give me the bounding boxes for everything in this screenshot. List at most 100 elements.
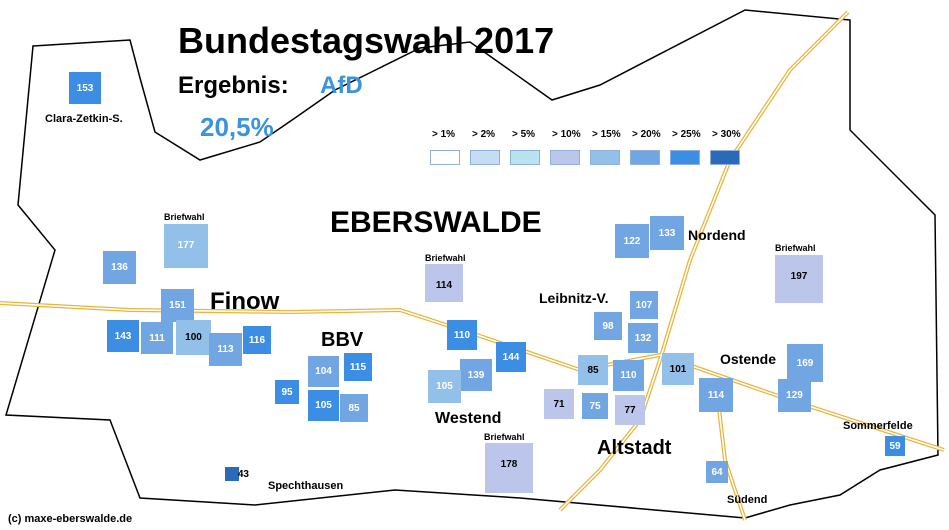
label-bbv: BBV [321, 329, 364, 351]
district-box: 85 [340, 394, 368, 422]
label-clara-zetkin: Clara-Zetkin-S. [45, 113, 123, 125]
legend-swatch [510, 150, 540, 165]
district-box: 101 [662, 353, 694, 385]
legend-label: > 2% [472, 129, 496, 140]
district-box: 77 [615, 395, 645, 425]
district-number: 77 [624, 404, 636, 416]
district-box: 177 [164, 224, 208, 268]
district-number: 113 [217, 344, 234, 355]
district-box: 197 [775, 255, 823, 303]
legend-swatch [710, 150, 740, 165]
legend-label: > 20% [632, 129, 661, 140]
label-nordend: Nordend [688, 227, 746, 243]
legend-swatch [590, 150, 620, 165]
district-number: 105 [436, 381, 453, 392]
district-number: 114 [435, 280, 453, 291]
city-boundary [5, 9, 939, 519]
label-eberswalde: EBERSWALDE [330, 206, 542, 239]
legend-swatch [470, 150, 500, 165]
district-box: 129 [778, 379, 811, 412]
legend-swatch [550, 150, 580, 165]
district-box: 64 [706, 461, 728, 483]
district-number: 133 [658, 227, 676, 239]
district-box: 178 [485, 443, 533, 493]
legend-label: > 10% [552, 129, 581, 140]
legend-swatch [670, 150, 700, 165]
district-box: 115 [344, 353, 372, 381]
district-number: 177 [177, 240, 195, 251]
district-number: 115 [349, 361, 367, 373]
legend-swatch [430, 150, 460, 165]
district-number: 100 [185, 332, 202, 343]
district-box: 143 [107, 320, 139, 352]
district-box: 95 [275, 380, 299, 404]
district-number: 129 [786, 390, 803, 401]
label-sommerfelde: Sommerfelde [843, 420, 913, 432]
briefwahl-label: Briefwahl [164, 212, 205, 222]
label-spechthausen: Spechthausen [268, 480, 344, 492]
copyright: (c) maxe-eberswalde.de [8, 513, 133, 525]
district-box: 133 [650, 216, 684, 250]
district-box: 111 [141, 322, 173, 354]
district-box: 110 [447, 320, 477, 350]
result-label: Ergebnis: [178, 72, 289, 99]
label-westend: Westend [435, 410, 502, 427]
legend-label: > 25% [672, 129, 701, 140]
legend-label: > 30% [712, 129, 741, 140]
district-box: 153 [69, 72, 101, 104]
district-number: 132 [634, 332, 652, 344]
district-box: 71 [544, 389, 574, 419]
label-ostende: Ostende [720, 351, 777, 367]
district-number: 143 [114, 330, 132, 342]
district-box: 43 [225, 467, 249, 481]
district-number: 107 [635, 299, 653, 311]
district-box: 139 [460, 359, 492, 391]
district-box: 113 [209, 333, 242, 366]
district-box: 105 [308, 390, 339, 421]
district-box: 110 [613, 360, 644, 391]
label-suedend: Südend [727, 494, 768, 506]
district-number: 85 [348, 402, 360, 414]
district-number: 105 [315, 400, 332, 411]
district-number: 122 [623, 235, 641, 247]
legend-label: > 1% [432, 129, 456, 140]
district-number: 111 [149, 332, 165, 344]
district-number: 43 [237, 468, 249, 480]
district-number: 85 [587, 364, 599, 376]
district-number: 139 [467, 369, 485, 381]
party-name: AfD [320, 72, 363, 99]
district-box: 105 [428, 370, 461, 403]
district-number: 151 [169, 300, 186, 311]
district-box: 85 [578, 355, 608, 385]
district-number: 71 [553, 398, 565, 410]
label-altstadt: Altstadt [597, 437, 672, 459]
page-title: Bundestagswahl 2017 [178, 20, 555, 61]
district-number: 153 [76, 82, 94, 94]
district-number: 110 [453, 329, 471, 341]
district-number: 114 [707, 389, 725, 401]
district-box: 144 [496, 342, 526, 372]
party-percent: 20,5% [200, 112, 274, 142]
district-box: 98 [594, 312, 622, 340]
district-number: 169 [796, 357, 814, 369]
label-finow: Finow [210, 288, 280, 315]
label-leibnitz: Leibnitz-V. [539, 290, 609, 306]
briefwahl-label: Briefwahl [484, 432, 525, 442]
district-number: 64 [711, 466, 723, 478]
district-number: 95 [281, 386, 293, 398]
district-number: 104 [315, 366, 332, 377]
district-box: 132 [628, 323, 658, 353]
district-box: 114 [425, 264, 463, 302]
district-number: 59 [889, 440, 901, 452]
legend-swatch [630, 150, 660, 165]
district-number: 136 [111, 262, 128, 273]
district-number: 116 [248, 334, 266, 346]
district-box: 136 [103, 251, 136, 284]
district-number: 98 [602, 320, 614, 332]
district-box: 114 [699, 378, 733, 412]
district-box: 122 [615, 224, 649, 258]
district-box: 75 [582, 393, 608, 419]
district-number: 197 [790, 271, 808, 282]
district-number: 178 [500, 459, 518, 470]
district-number: 110 [620, 370, 637, 381]
